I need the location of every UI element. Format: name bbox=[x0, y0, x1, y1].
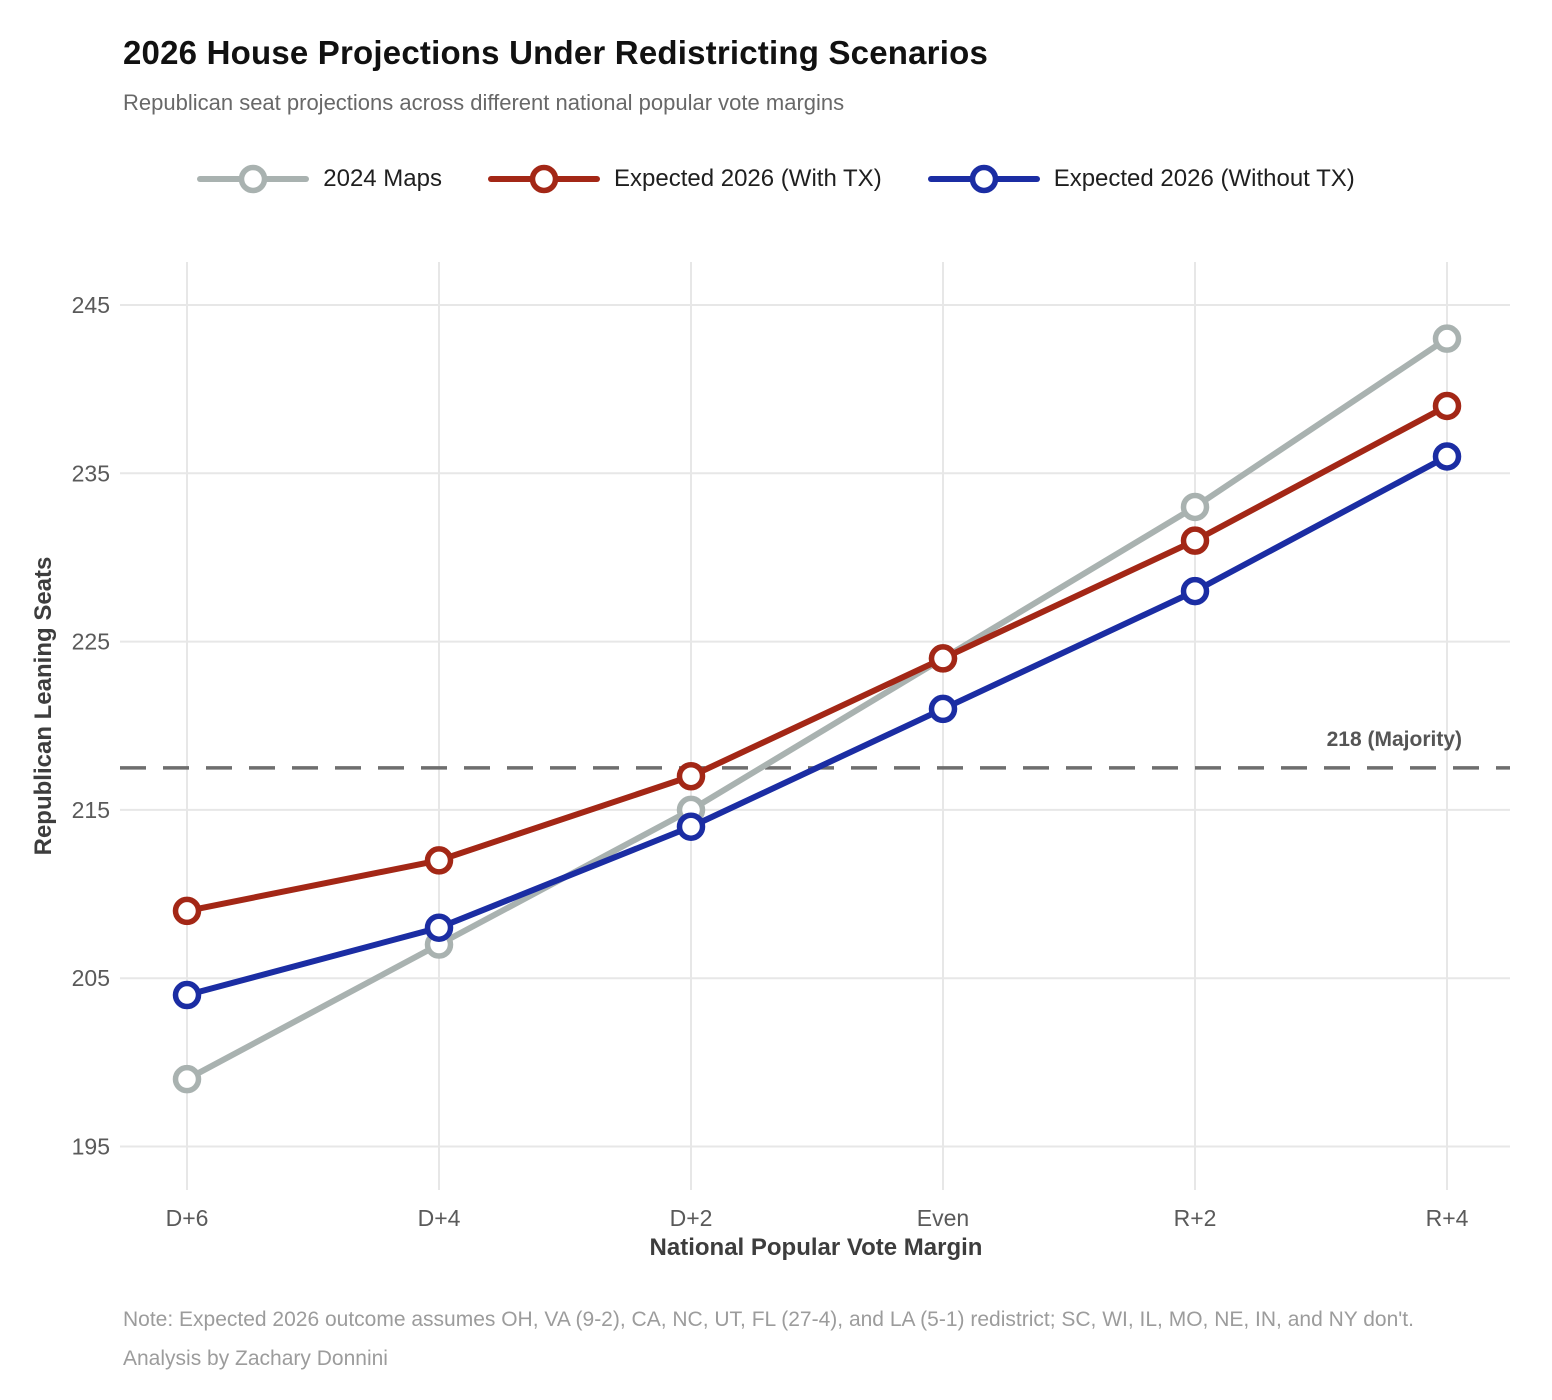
data-point-series0-D+6 bbox=[172, 1064, 202, 1094]
data-point-series2-D+6 bbox=[172, 980, 202, 1010]
data-point-series1-Even bbox=[928, 644, 958, 673]
legend-swatch-2024-maps bbox=[197, 164, 310, 194]
y-tick-label: 245 bbox=[72, 292, 110, 318]
legend-label-expected-2026-with-tx: Expected 2026 (With TX) bbox=[614, 165, 882, 192]
chart-subtitle: Republican seat projections across diffe… bbox=[123, 90, 845, 115]
x-axis-title: National Popular Vote Margin bbox=[649, 1234, 983, 1261]
legend-item-expected-2026-without-tx: Expected 2026 (Without TX) bbox=[927, 162, 1355, 196]
series-line-0 bbox=[184, 335, 1450, 1083]
legend-item-2024-maps: 2024 Maps bbox=[197, 162, 442, 196]
x-tick-label: D+4 bbox=[418, 1205, 461, 1231]
x-tick-label: D+2 bbox=[670, 1205, 713, 1231]
y-tick-label: 235 bbox=[72, 460, 110, 486]
majority-line-label: 218 (Majority) bbox=[1327, 728, 1462, 751]
data-point-series2-R+2 bbox=[1180, 576, 1210, 606]
legend-circle-marker-icon bbox=[529, 164, 559, 194]
y-tick-label: 195 bbox=[72, 1134, 110, 1160]
legend-swatch-expected-2026-with-tx bbox=[488, 164, 600, 194]
credit-line: Analysis by Zachary Donnini bbox=[123, 1347, 388, 1370]
y-tick-label: 225 bbox=[72, 629, 110, 655]
legend-label-expected-2026-without-tx: Expected 2026 (Without TX) bbox=[1053, 165, 1355, 192]
data-point-series2-R+4 bbox=[1432, 442, 1462, 471]
y-tick-label: 215 bbox=[72, 797, 110, 823]
data-point-series1-D+2 bbox=[676, 761, 706, 791]
legend-circle-marker-icon bbox=[969, 164, 998, 194]
chart-title: 2026 House Projections Under Redistricti… bbox=[123, 34, 988, 71]
data-point-series0-R+2 bbox=[1180, 492, 1210, 522]
legend-item-expected-2026-with-tx: Expected 2026 (With TX) bbox=[488, 162, 882, 196]
footnote: Note: Expected 2026 outcome assumes OH, … bbox=[123, 1308, 1414, 1331]
legend-circle-marker-icon bbox=[239, 164, 268, 194]
series-line-1 bbox=[184, 402, 1450, 914]
y-tick-label: 205 bbox=[72, 965, 110, 991]
x-tick-label: R+4 bbox=[1426, 1205, 1469, 1231]
data-point-series1-D+4 bbox=[424, 846, 454, 875]
data-point-series1-R+4 bbox=[1432, 391, 1462, 421]
x-tick-label: D+6 bbox=[166, 1205, 209, 1231]
data-point-series2-D+4 bbox=[424, 913, 454, 942]
data-point-series2-D+2 bbox=[676, 812, 706, 841]
data-point-series2-Even bbox=[928, 694, 958, 724]
x-tick-label: Even bbox=[917, 1205, 969, 1231]
legend-swatch-expected-2026-without-tx bbox=[927, 164, 1040, 194]
legend-label-2024-maps: 2024 Maps bbox=[323, 165, 442, 192]
data-point-series0-R+4 bbox=[1432, 324, 1462, 353]
data-point-series1-D+6 bbox=[172, 896, 202, 926]
data-point-series1-R+2 bbox=[1180, 526, 1210, 555]
y-axis-title: Republican Leaning Seats bbox=[30, 556, 57, 856]
x-tick-label: R+2 bbox=[1174, 1205, 1217, 1231]
legend: 2024 Maps Expected 2026 (With TX) Expect… bbox=[0, 162, 1552, 196]
series-line-2 bbox=[184, 453, 1450, 999]
